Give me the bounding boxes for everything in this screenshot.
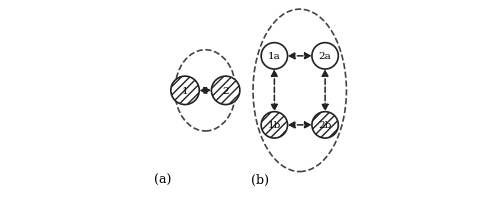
Circle shape xyxy=(171,77,200,105)
Text: 1b: 1b xyxy=(268,121,281,130)
Text: 1: 1 xyxy=(182,86,188,95)
Circle shape xyxy=(212,77,240,105)
Circle shape xyxy=(312,43,338,70)
Circle shape xyxy=(261,43,287,70)
Text: 1a: 1a xyxy=(268,52,280,61)
Circle shape xyxy=(261,112,287,138)
Text: (a): (a) xyxy=(154,173,172,186)
Text: 2b: 2b xyxy=(318,121,332,130)
Circle shape xyxy=(312,112,338,138)
Text: (b): (b) xyxy=(251,173,269,186)
Text: 2: 2 xyxy=(222,86,229,95)
Text: 2a: 2a xyxy=(318,52,332,61)
